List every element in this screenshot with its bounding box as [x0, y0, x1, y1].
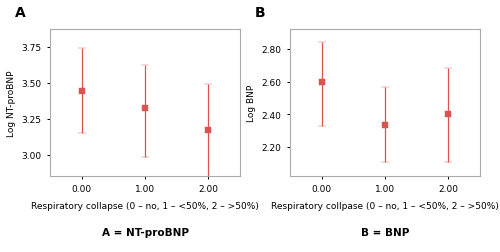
Y-axis label: Log NT-proBNP: Log NT-proBNP: [7, 70, 16, 136]
Text: B = BNP: B = BNP: [361, 227, 409, 237]
Text: Respiratory collpase (0 – no, 1 – <50%, 2 – >50%): Respiratory collpase (0 – no, 1 – <50%, …: [271, 202, 499, 211]
Text: Respiratory collapse (0 – no, 1 – <50%, 2 – >50%): Respiratory collapse (0 – no, 1 – <50%, …: [31, 202, 259, 211]
Text: A = NT-proBNP: A = NT-proBNP: [102, 227, 188, 237]
Text: B: B: [255, 6, 266, 20]
Y-axis label: Log BNP: Log BNP: [247, 85, 256, 122]
Text: A: A: [15, 6, 26, 20]
